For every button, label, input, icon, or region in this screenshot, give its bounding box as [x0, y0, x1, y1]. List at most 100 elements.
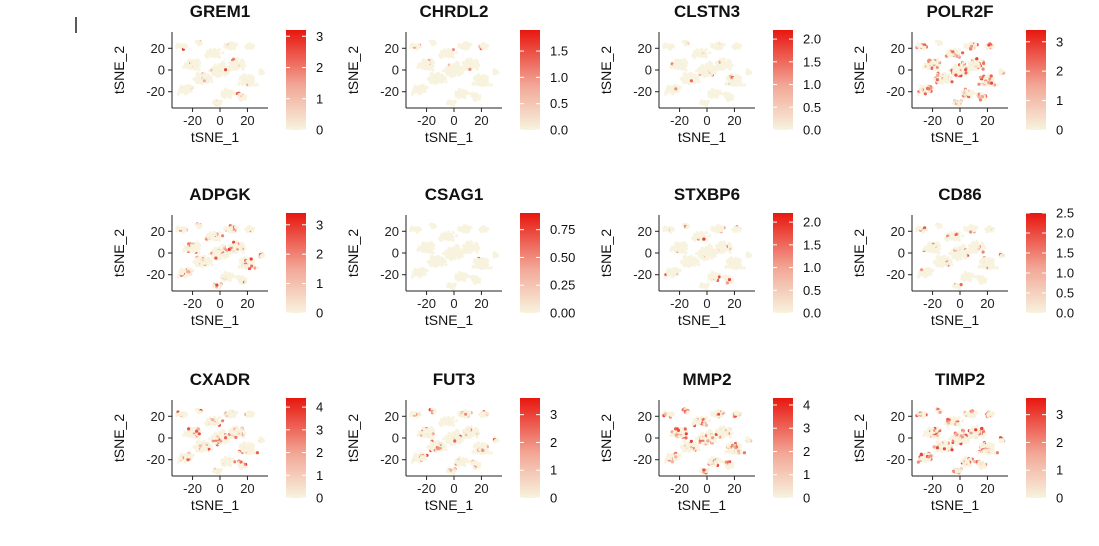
cell-point: [449, 54, 453, 58]
cell-point: [987, 80, 991, 85]
color-bar: [1026, 30, 1046, 130]
cell-point: [217, 48, 221, 52]
panel-title: GREM1: [190, 2, 250, 21]
cell-point: [240, 242, 244, 246]
cell-point: [926, 90, 930, 94]
cell-point: [685, 42, 689, 46]
cell-point: [706, 63, 710, 67]
cell-point: [437, 75, 441, 79]
cell-point: [186, 273, 190, 277]
cell-point: [683, 73, 687, 77]
cell-point: [938, 42, 942, 46]
cell-point: [224, 68, 228, 72]
cell-point: [483, 74, 487, 78]
cell-point: [219, 63, 223, 67]
cell-point: [238, 258, 243, 262]
cell-point: [734, 43, 738, 47]
cell-point: [987, 43, 991, 47]
cell-point: [183, 92, 187, 96]
cell-point: [686, 73, 690, 77]
cell-point: [215, 54, 219, 58]
cell-point: [430, 256, 434, 260]
cell-point: [227, 93, 231, 97]
legend-label: 2: [316, 247, 323, 262]
cell-point: [432, 259, 436, 263]
cell-point: [927, 59, 931, 63]
cell-point: [249, 257, 253, 261]
cell-point: [969, 47, 973, 51]
y-tick-label: 20: [385, 41, 399, 56]
cell-point: [414, 85, 418, 89]
cell-point: [182, 228, 187, 232]
x-tick-label: -20: [183, 113, 202, 128]
cell-point: [219, 66, 223, 70]
cell-point: [244, 80, 248, 84]
cell-point: [663, 92, 668, 96]
x-tick-label: 20: [240, 296, 254, 311]
cell-point: [729, 61, 733, 65]
legend-label: 3: [1056, 34, 1063, 49]
cell-point: [955, 54, 959, 58]
cell-point: [689, 79, 694, 83]
cell-point: [929, 60, 934, 64]
cell-point: [202, 262, 206, 266]
cell-point: [431, 68, 435, 72]
cell-point: [224, 251, 228, 255]
cell-point: [445, 50, 449, 54]
y-tick-label: 0: [898, 63, 905, 78]
cell-point: [200, 81, 204, 86]
cell-point: [182, 45, 187, 50]
cell-point: [197, 64, 201, 68]
cell-point: [240, 59, 244, 63]
y-tick-label: -20: [146, 84, 165, 99]
cell-point: [947, 53, 951, 57]
cell-point: [182, 248, 186, 252]
cell-point: [247, 43, 251, 47]
cell-point: [421, 59, 425, 63]
cell-point: [219, 71, 223, 75]
cell-point: [721, 67, 725, 71]
cell-point: [219, 100, 223, 104]
cell-point: [219, 249, 223, 253]
cell-point: [701, 73, 705, 77]
cell-point: [185, 63, 189, 67]
cell-point: [203, 75, 207, 79]
cell-point: [449, 68, 453, 72]
cell-point: [436, 262, 440, 266]
cell-point: [963, 93, 967, 97]
cell-point: [228, 244, 233, 248]
cell-point: [212, 47, 217, 51]
cell-point: [209, 258, 213, 263]
cell-point: [478, 80, 482, 84]
cell-point: [247, 83, 252, 88]
x-tick-label: 20: [980, 113, 994, 128]
cell-point: [434, 264, 438, 269]
x-axis-label: tSNE_1: [191, 129, 239, 145]
y-axis-label: tSNE_2: [111, 46, 127, 94]
cell-point: [937, 68, 941, 72]
cell-point: [192, 67, 196, 71]
legend-label: 0.5: [803, 100, 821, 115]
cell-point: [663, 44, 667, 48]
cell-point: [995, 83, 1000, 87]
cell-point: [416, 45, 421, 50]
cell-point: [252, 44, 256, 48]
cell-point: [674, 65, 678, 69]
panel-title: ADPGK: [189, 185, 251, 204]
cell-point: [203, 258, 207, 262]
cell-point: [462, 61, 467, 65]
x-tick-label: -20: [417, 113, 436, 128]
panel-title: CLSTN3: [674, 2, 740, 21]
cell-point: [728, 67, 732, 71]
cell-point: [237, 95, 241, 99]
cell-point: [222, 61, 226, 65]
cell-point: [673, 90, 677, 94]
cell-point: [255, 266, 259, 270]
cell-point: [229, 89, 233, 93]
cell-point: [230, 92, 234, 96]
cell-point: [187, 248, 191, 252]
y-tick-label: 20: [638, 41, 652, 56]
legend-label: 1.0: [803, 77, 821, 92]
cell-point: [974, 60, 978, 64]
cell-point: [179, 271, 183, 275]
